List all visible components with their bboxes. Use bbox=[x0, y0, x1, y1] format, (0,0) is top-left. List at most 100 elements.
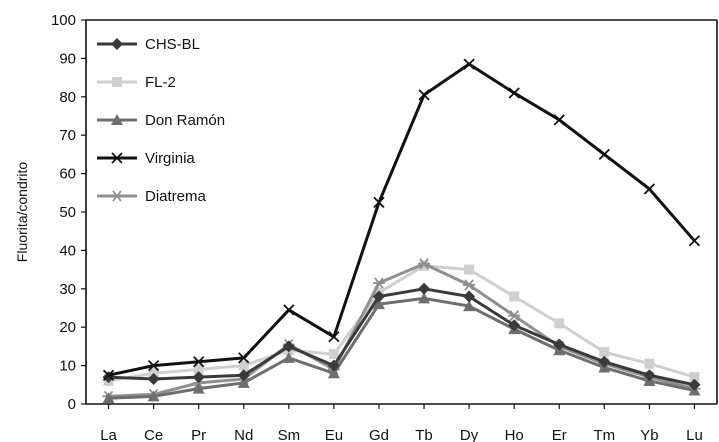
x-tick-label: Sm bbox=[278, 427, 301, 442]
series-line-virginia bbox=[108, 62, 696, 377]
data-point-chs-bl bbox=[327, 359, 340, 372]
data-point-diatrema bbox=[463, 279, 476, 291]
data-point-don-ram-n bbox=[463, 300, 476, 312]
legend-marker bbox=[111, 190, 123, 202]
legend-label: Diatrema bbox=[145, 188, 207, 205]
legend-item-chs-bl: CHS-BL bbox=[97, 36, 200, 53]
x-tick-label: Tb bbox=[415, 427, 433, 442]
x-tick-label: Ce bbox=[144, 427, 163, 442]
data-point-fl-2 bbox=[554, 318, 565, 329]
legend-item-virginia: Virginia bbox=[97, 150, 195, 167]
x-axis-ticks: La Ce Pr Nd Sm Eu Gd Tb Dy Ho Er Tm Yb Lu bbox=[100, 404, 703, 442]
y-tick-label: 20 bbox=[59, 319, 76, 336]
y-tick-label: 70 bbox=[59, 127, 76, 144]
data-point-chs-bl bbox=[147, 373, 160, 386]
data-point-fl-2 bbox=[464, 264, 475, 275]
y-tick-label: 40 bbox=[59, 242, 76, 259]
y-tick-label: 30 bbox=[59, 281, 76, 298]
legend-label: Virginia bbox=[145, 150, 195, 167]
data-point-don-ram-n bbox=[147, 390, 160, 402]
data-point-fl-2 bbox=[644, 358, 655, 369]
legend-marker bbox=[111, 152, 123, 164]
data-point-chs-bl bbox=[372, 290, 385, 303]
series-line-diatrema bbox=[108, 262, 695, 398]
data-point-diatrema bbox=[508, 310, 521, 322]
y-tick-label: 10 bbox=[59, 358, 76, 375]
series-line-chs-bl bbox=[108, 287, 695, 387]
y-tick-label: 80 bbox=[59, 89, 76, 106]
plot-area bbox=[85, 19, 718, 405]
series-fl-2 bbox=[103, 260, 700, 386]
y-axis-ticks: 0 10 20 30 40 50 60 70 80 90 100 bbox=[51, 12, 86, 413]
legend: CHS-BL FL-2 Don Ramón Virginia Diatrema bbox=[97, 36, 225, 205]
y-tick-label: 60 bbox=[59, 166, 76, 183]
data-point-chs-bl bbox=[508, 319, 521, 332]
data-point-chs-bl bbox=[688, 378, 701, 391]
data-point-fl-2 bbox=[599, 347, 610, 358]
legend-marker bbox=[112, 77, 122, 87]
series-layer bbox=[102, 58, 701, 404]
x-tick-label: Lu bbox=[686, 427, 703, 442]
x-tick-label: Gd bbox=[369, 427, 389, 442]
data-point-don-ram-n bbox=[192, 382, 205, 394]
data-point-diatrema bbox=[418, 258, 431, 270]
data-point-virginia bbox=[102, 369, 115, 381]
data-point-don-ram-n bbox=[102, 392, 115, 404]
legend-label: CHS-BL bbox=[145, 36, 200, 53]
data-point-virginia bbox=[553, 114, 565, 126]
data-point-virginia bbox=[688, 235, 701, 247]
data-point-virginia bbox=[418, 89, 430, 101]
x-tick-label: Tm bbox=[593, 427, 615, 442]
legend-item-don-ram-n: Don Ramón bbox=[97, 112, 225, 129]
y-axis-title: Fluorita/condrito bbox=[14, 162, 30, 263]
data-point-fl-2 bbox=[419, 260, 430, 271]
series-line-fl-2 bbox=[108, 264, 695, 383]
legend-item-diatrema: Diatrema bbox=[97, 188, 207, 205]
series-line-don-ram-n bbox=[108, 296, 695, 400]
data-point-virginia bbox=[463, 58, 475, 70]
data-point-fl-2 bbox=[509, 291, 520, 302]
legend-marker bbox=[111, 38, 123, 50]
data-point-chs-bl bbox=[237, 369, 250, 382]
x-tick-label: Er bbox=[552, 427, 567, 442]
y-tick-label: 100 bbox=[51, 12, 76, 29]
data-point-chs-bl bbox=[192, 371, 205, 384]
data-point-don-ram-n bbox=[372, 298, 385, 310]
x-tick-label: Pr bbox=[191, 427, 206, 442]
series-chs-bl bbox=[102, 282, 701, 391]
data-point-diatrema bbox=[372, 277, 385, 289]
x-tick-label: Ho bbox=[505, 427, 524, 442]
x-tick-label: Eu bbox=[325, 427, 343, 442]
data-point-chs-bl bbox=[553, 338, 566, 351]
data-point-chs-bl bbox=[418, 282, 431, 295]
data-point-chs-bl bbox=[463, 290, 476, 303]
data-point-fl-2 bbox=[193, 364, 204, 375]
data-point-virginia bbox=[643, 183, 656, 195]
x-tick-label: Yb bbox=[640, 427, 658, 442]
data-point-virginia bbox=[373, 196, 385, 209]
data-point-fl-2 bbox=[238, 360, 249, 371]
legend-marker bbox=[111, 114, 123, 125]
data-point-virginia bbox=[328, 331, 340, 343]
data-point-chs-bl bbox=[643, 369, 656, 382]
data-point-fl-2 bbox=[328, 349, 339, 360]
y-tick-label: 0 bbox=[68, 396, 76, 413]
legend-label: Don Ramón bbox=[145, 112, 225, 129]
data-point-chs-bl bbox=[282, 340, 295, 353]
y-tick-label: 90 bbox=[59, 50, 76, 67]
data-point-virginia bbox=[193, 356, 205, 368]
data-point-virginia bbox=[238, 352, 250, 364]
data-point-don-ram-n bbox=[282, 351, 295, 363]
series-virginia bbox=[102, 58, 701, 381]
x-tick-label: Nd bbox=[234, 427, 253, 442]
legend-item-fl-2: FL-2 bbox=[97, 74, 176, 91]
data-point-fl-2 bbox=[689, 372, 700, 383]
x-tick-label: Dy bbox=[460, 427, 479, 442]
y-tick-label: 50 bbox=[59, 204, 76, 221]
x-tick-label: La bbox=[100, 427, 117, 442]
data-point-virginia bbox=[598, 148, 610, 161]
data-point-virginia bbox=[283, 304, 295, 316]
data-point-virginia bbox=[147, 359, 160, 372]
data-point-virginia bbox=[508, 87, 520, 99]
